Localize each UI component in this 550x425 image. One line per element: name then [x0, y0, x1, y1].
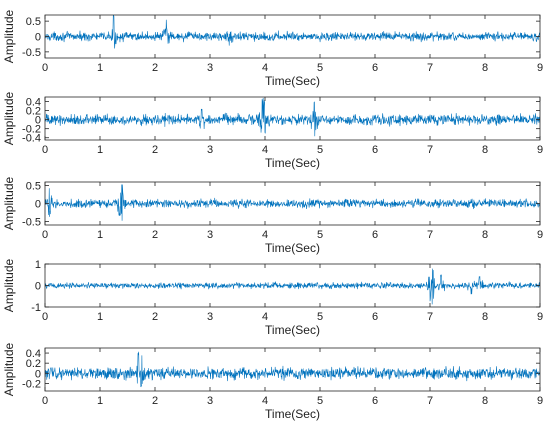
y-tick-label: 0.2 [26, 358, 41, 370]
x-tick-label: 7 [427, 144, 433, 156]
y-tick-label: 0.4 [26, 97, 41, 109]
x-tick-label: 3 [207, 311, 213, 323]
y-tick-label: 0.5 [26, 181, 41, 193]
y-tick-label: 0.5 [26, 16, 41, 28]
y-axis-label: Amplitude [2, 177, 16, 231]
y-tick-label: -0.2 [22, 378, 41, 390]
x-axis-label: Time(Sec) [265, 323, 320, 337]
x-axis-label: Time(Sec) [265, 156, 320, 170]
x-tick-label: 5 [317, 229, 323, 241]
x-tick-label: 0 [42, 62, 48, 74]
x-tick-label: 0 [42, 395, 48, 407]
y-axis-label: Amplitude [2, 259, 16, 313]
x-tick-label: 4 [262, 144, 268, 156]
x-tick-label: 7 [427, 62, 433, 74]
x-tick-label: 4 [262, 311, 268, 323]
x-tick-label: 6 [372, 62, 378, 74]
x-tick-label: 8 [482, 395, 488, 407]
x-tick-label: 1 [97, 62, 103, 74]
signal-line-3 [45, 184, 540, 221]
x-tick-label: 2 [152, 229, 158, 241]
x-axis-label: Time(Sec) [265, 407, 320, 421]
signal-line-1 [45, 15, 540, 49]
x-tick-label: 5 [317, 144, 323, 156]
y-tick-label: 0 [35, 115, 41, 127]
x-tick-label: 6 [372, 395, 378, 407]
x-tick-label: 2 [152, 311, 158, 323]
x-tick-label: 5 [317, 62, 323, 74]
plot-frame [44, 96, 541, 141]
signal-line-4 [45, 268, 540, 305]
y-tick-label: 0 [35, 368, 41, 380]
x-tick-label: 8 [482, 144, 488, 156]
x-tick-label: 3 [207, 395, 213, 407]
x-tick-label: 7 [427, 395, 433, 407]
x-tick-label: 3 [207, 62, 213, 74]
x-tick-label: 9 [537, 62, 543, 74]
x-tick-label: 0 [42, 144, 48, 156]
x-tick-label: 9 [537, 311, 543, 323]
y-tick-label: -1 [31, 302, 41, 314]
x-tick-label: 2 [152, 144, 158, 156]
plot-frame [44, 347, 541, 392]
x-tick-label: 9 [537, 144, 543, 156]
x-tick-label: 1 [97, 229, 103, 241]
x-tick-label: 0 [42, 311, 48, 323]
y-tick-label: -0.5 [22, 216, 41, 228]
y-tick-label: 0 [35, 199, 41, 211]
y-tick-label: 0 [35, 281, 41, 293]
x-tick-label: 1 [97, 395, 103, 407]
y-axis-label: Amplitude [2, 10, 16, 64]
x-tick-label: 9 [537, 229, 543, 241]
y-tick-label: 0.4 [26, 348, 41, 360]
x-tick-label: 2 [152, 62, 158, 74]
x-tick-label: 4 [262, 62, 268, 74]
signal-line-2 [45, 97, 540, 137]
x-tick-label: 3 [207, 229, 213, 241]
y-tick-label: -0.4 [22, 133, 41, 145]
y-axis-label: Amplitude [2, 92, 16, 146]
x-axis-label: Time(Sec) [265, 241, 320, 255]
x-tick-label: 8 [482, 62, 488, 74]
x-tick-label: 2 [152, 395, 158, 407]
x-tick-label: 6 [372, 311, 378, 323]
y-tick-label: 1 [35, 259, 41, 271]
x-tick-label: 3 [207, 144, 213, 156]
y-tick-label: 0 [35, 32, 41, 44]
x-tick-label: 8 [482, 311, 488, 323]
signal-line-5 [45, 351, 540, 388]
x-tick-label: 1 [97, 144, 103, 156]
x-tick-label: 4 [262, 395, 268, 407]
x-tick-label: 4 [262, 229, 268, 241]
subplot-2: 0 1 2 3 4 5 6 7 8 90.40.20-0.2-0.4Time(Sec)Amplit… [2, 92, 543, 171]
x-tick-label: 6 [372, 144, 378, 156]
x-tick-label: 6 [372, 229, 378, 241]
x-tick-label: 1 [97, 311, 103, 323]
x-tick-label: 0 [42, 229, 48, 241]
y-tick-label: -0.2 [22, 124, 41, 136]
x-axis-label: Time(Sec) [265, 74, 320, 88]
y-tick-label: -0.5 [22, 47, 41, 59]
x-tick-label: 7 [427, 311, 433, 323]
x-tick-label: 5 [317, 311, 323, 323]
y-tick-label: 0.2 [26, 106, 41, 118]
x-tick-label: 7 [427, 229, 433, 241]
y-axis-label: Amplitude [2, 343, 16, 397]
x-tick-label: 5 [317, 395, 323, 407]
x-tick-label: 8 [482, 229, 488, 241]
x-tick-label: 9 [537, 395, 543, 407]
